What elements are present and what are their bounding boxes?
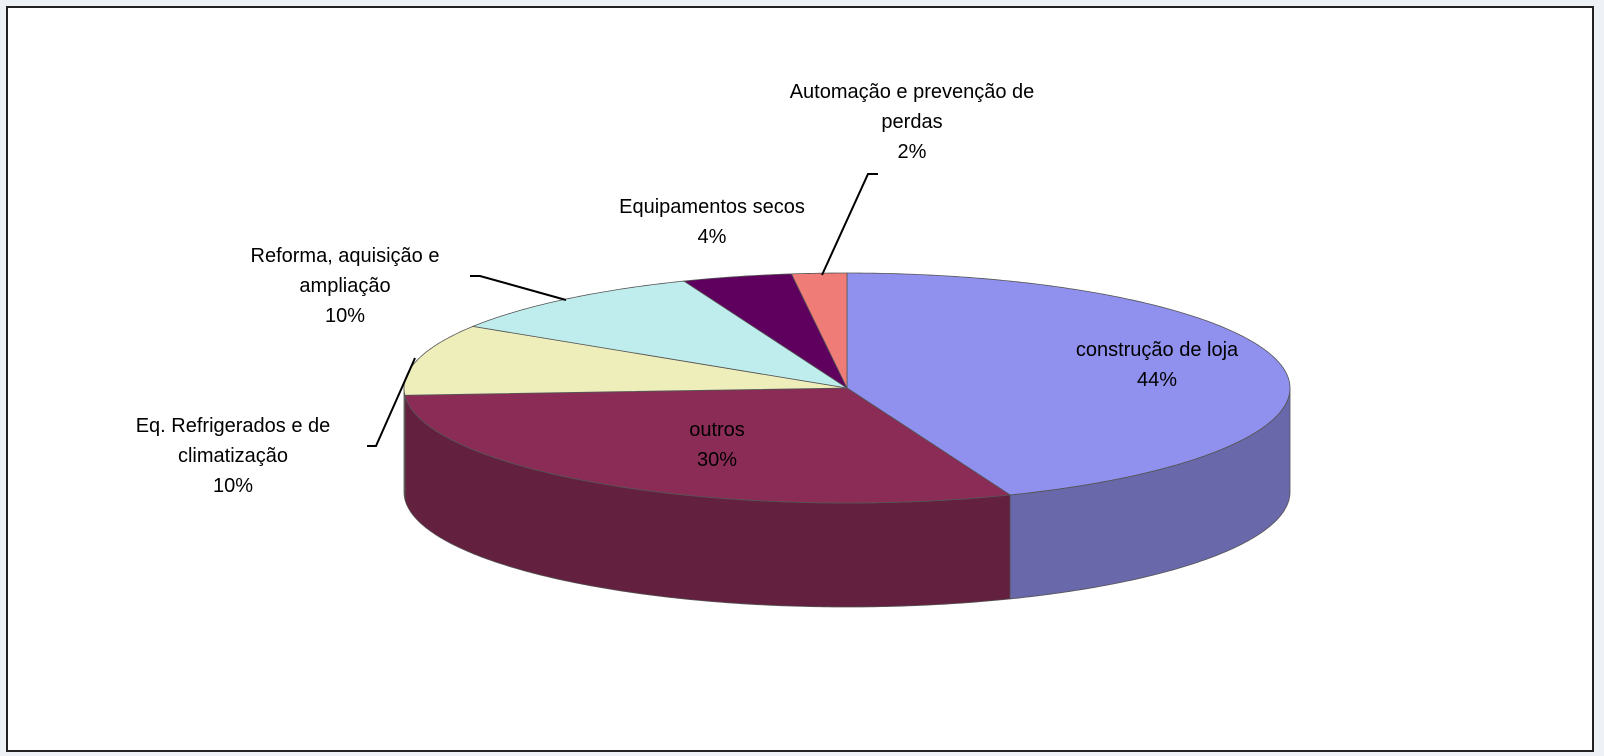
category-name: Automação e prevenção de perdas — [789, 81, 1035, 133]
slice-label: outros 30% — [657, 415, 777, 475]
category-name: outros — [689, 419, 745, 441]
slice-label: Reforma, aquisição e ampliação 10% — [215, 241, 475, 331]
percent-label: 2% — [897, 141, 927, 163]
percent-label: 44% — [1136, 369, 1178, 391]
category-name: Reforma, aquisição e ampliação — [250, 245, 440, 297]
slice — [682, 273, 848, 390]
leader-line — [367, 357, 416, 447]
category-name: Eq. Refrigerados e de climatização — [135, 415, 331, 467]
category-name: Equipamentos secos — [619, 196, 805, 218]
category-name: construção de loja — [1075, 339, 1239, 361]
slice-label: Eq. Refrigerados e de climatização 10% — [98, 411, 368, 501]
percent-label: 10% — [212, 475, 254, 497]
slice-label: Automação e prevenção de perdas 2% — [762, 77, 1062, 167]
slice-side — [403, 387, 406, 500]
percent-label: 30% — [696, 449, 738, 471]
percent-label: 4% — [697, 226, 727, 248]
leader-line — [470, 275, 567, 301]
slice-label: Equipamentos secos 4% — [582, 192, 842, 252]
slice — [846, 272, 1291, 496]
slice — [404, 387, 1012, 504]
leader-line — [821, 173, 878, 276]
slice-label: construção de loja 44% — [1027, 335, 1287, 395]
slice — [790, 272, 848, 389]
percent-label: 10% — [324, 305, 366, 327]
